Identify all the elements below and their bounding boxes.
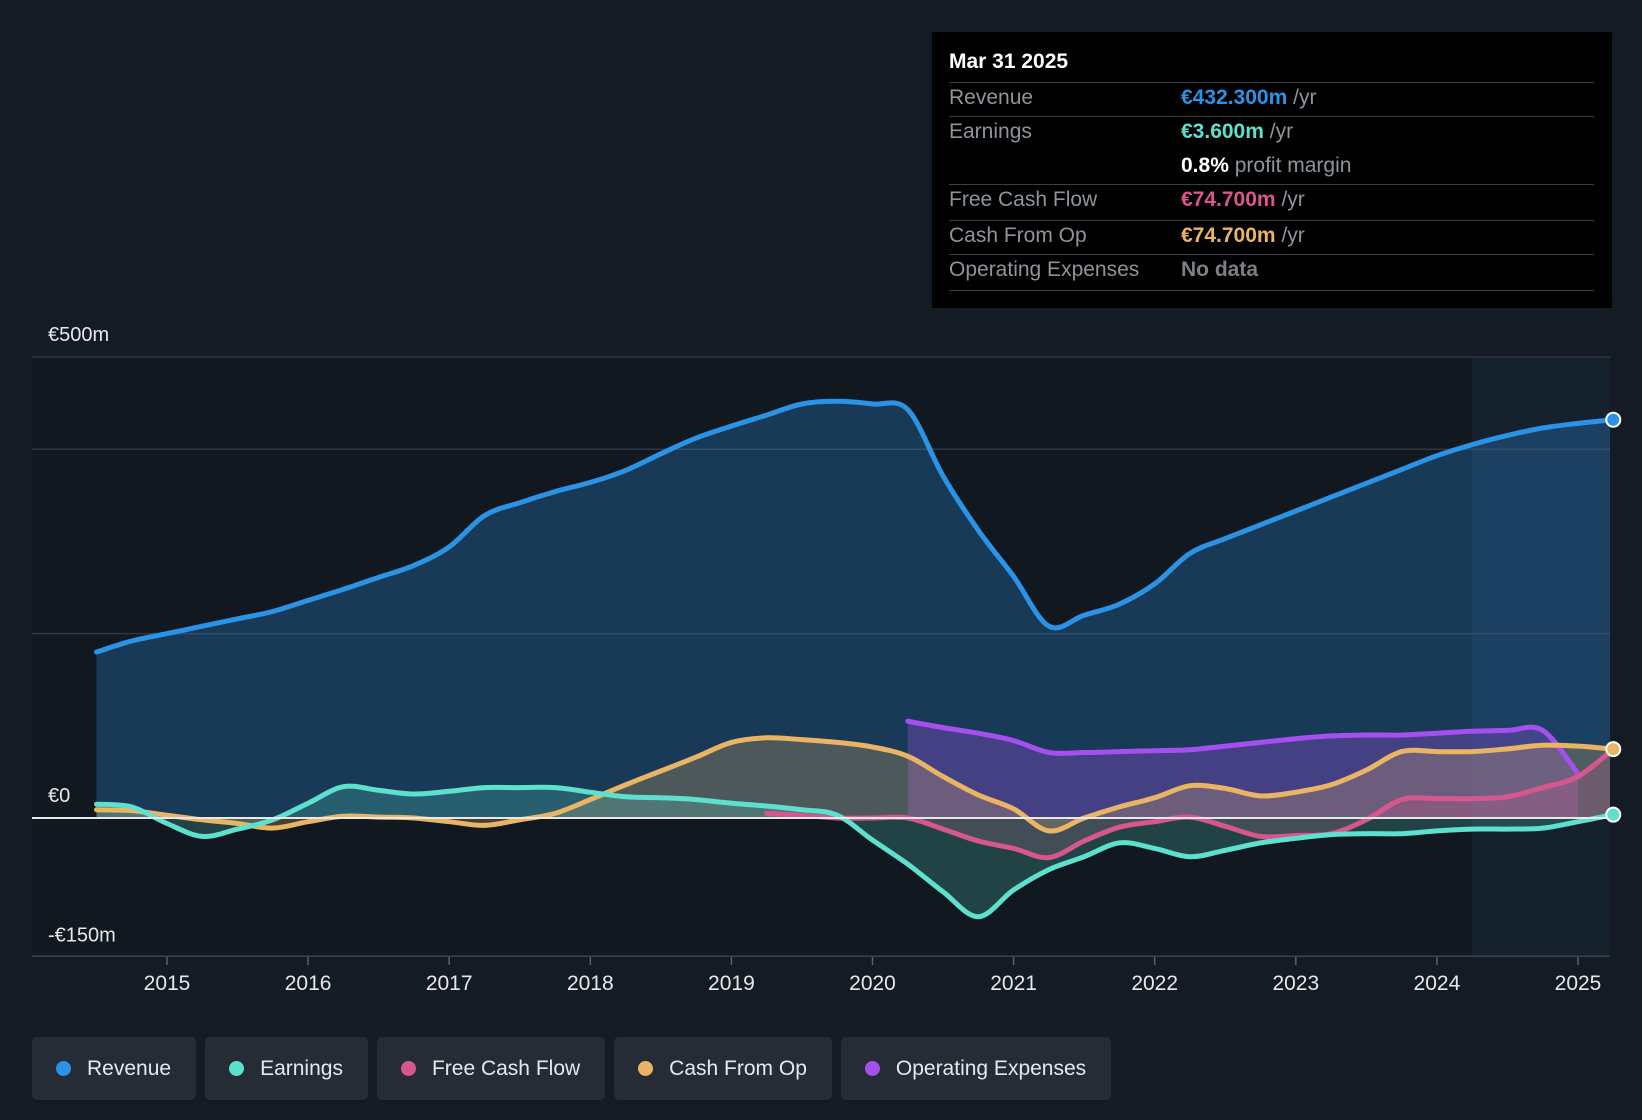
tooltip-date: Mar 31 2025 xyxy=(949,50,1069,73)
x-tick-label: 2020 xyxy=(849,972,896,995)
x-tick-label: 2019 xyxy=(708,972,755,995)
tooltip-value-text: €432.300m xyxy=(1181,86,1288,109)
y-tick-label: €0 xyxy=(48,785,70,807)
tooltip-unit: /yr xyxy=(1281,224,1305,247)
x-tick-label: 2018 xyxy=(567,972,614,995)
legend-item-free-cash-flow[interactable]: Free Cash Flow xyxy=(376,1037,606,1100)
x-axis: 2015 2016 2017 2018 2019 2020 2021 2022 2023 2024… xyxy=(144,957,1602,995)
x-tick-label: 2017 xyxy=(426,972,473,995)
tooltip-label: Cash From Op xyxy=(949,224,1087,247)
tooltip-label: Operating Expenses xyxy=(949,258,1140,281)
data-tooltip: Mar 31 2025 Revenue €432.300m /yr Earnin… xyxy=(932,32,1612,308)
tooltip-divider xyxy=(949,220,1594,221)
tooltip-unit: /yr xyxy=(1269,120,1294,143)
tooltip-unit: profit margin xyxy=(1234,154,1352,177)
legend-item-earnings[interactable]: Earnings xyxy=(205,1037,368,1100)
legend-label: Revenue xyxy=(87,1056,172,1080)
revenue-line xyxy=(94,398,1610,655)
tooltip-label: Revenue xyxy=(949,86,1034,109)
revenue-endpoint xyxy=(1605,411,1622,428)
tooltip-divider xyxy=(949,254,1594,255)
tooltip-divider xyxy=(949,116,1594,117)
revenue-area xyxy=(96,401,1610,818)
operating-expenses-line xyxy=(905,718,1581,777)
forecast-highlight-band xyxy=(1472,357,1610,957)
tooltip-divider xyxy=(949,82,1594,83)
legend-dot-icon xyxy=(56,1061,71,1076)
legend-item-revenue[interactable]: Revenue xyxy=(32,1037,197,1100)
tooltip-value-text: €74.700m xyxy=(1181,188,1276,211)
legend-label: Operating Expenses xyxy=(895,1056,1087,1080)
y-tick-label: €500m xyxy=(48,324,109,346)
tooltip-unit: /yr xyxy=(1281,188,1305,211)
tooltip-value-text: €74.700m xyxy=(1181,224,1276,247)
x-tick-label: 2023 xyxy=(1272,972,1319,995)
cash-from-op-area xyxy=(96,737,1610,831)
tooltip-value: 0.8% profit margin xyxy=(1181,154,1351,178)
legend-label: Free Cash Flow xyxy=(431,1056,581,1080)
legend-label: Cash From Op xyxy=(669,1056,807,1080)
free-cash-flow-area xyxy=(766,751,1610,858)
y-tick-label: -€150m xyxy=(48,924,116,946)
x-tick-label: 2016 xyxy=(285,972,332,995)
legend-dot-icon xyxy=(864,1061,880,1076)
operating-expenses-area xyxy=(907,721,1578,818)
tooltip-label: Earnings xyxy=(949,120,1032,143)
tooltip-value: €432.300m /yr xyxy=(1181,86,1316,110)
series-lines xyxy=(32,398,1610,920)
cash-from-op-line xyxy=(94,735,1610,834)
legend-dot-icon xyxy=(638,1061,654,1076)
legend-label: Earnings xyxy=(260,1056,343,1080)
x-tick-label: 2024 xyxy=(1414,972,1461,995)
x-tick-label: 2022 xyxy=(1131,972,1178,995)
tooltip-value: €74.700m /yr xyxy=(1181,224,1305,248)
tooltip-value-text: No data xyxy=(1181,258,1259,281)
tooltip-value: €74.700m /yr xyxy=(1181,188,1305,212)
gridlines xyxy=(32,356,1610,958)
tooltip-value: €3.600m /yr xyxy=(1181,120,1293,144)
tooltip-value-text: 0.8% xyxy=(1181,154,1229,177)
legend-dot-icon xyxy=(400,1061,416,1076)
earnings-line xyxy=(94,783,1610,920)
chart-legend: Revenue Earnings Free Cash Flow Cash Fro… xyxy=(32,1037,1112,1100)
tooltip-divider xyxy=(949,184,1594,185)
series-endpoints xyxy=(1605,411,1622,823)
tooltip-label: Free Cash Flow xyxy=(949,188,1098,211)
legend-dot-icon xyxy=(229,1061,245,1076)
y-axis: €500m €0 -€150m xyxy=(48,324,116,946)
legend-item-operating-expenses[interactable]: Operating Expenses xyxy=(840,1037,1112,1100)
tooltip-unit: /yr xyxy=(1293,86,1317,109)
tooltip-value-text: €3.600m xyxy=(1181,120,1264,143)
x-tick-label: 2015 xyxy=(144,972,191,995)
tooltip-divider xyxy=(949,290,1594,291)
x-tick-label: 2025 xyxy=(1555,972,1602,995)
earnings-endpoint xyxy=(1605,806,1622,823)
tooltip-value: No data xyxy=(1181,258,1258,282)
cash-from-op-endpoint xyxy=(1605,741,1622,758)
x-tick-label: 2021 xyxy=(990,972,1037,995)
plot-background xyxy=(32,357,1610,957)
legend-item-cash-from-op[interactable]: Cash From Op xyxy=(614,1037,832,1100)
